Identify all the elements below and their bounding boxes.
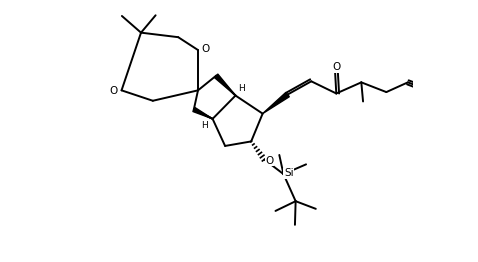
Text: H: H [202, 121, 208, 130]
Text: O: O [202, 44, 210, 54]
Text: Si: Si [284, 168, 293, 178]
Text: H: H [239, 84, 245, 93]
Text: O: O [265, 156, 273, 166]
Polygon shape [262, 92, 289, 114]
Polygon shape [214, 74, 236, 96]
Polygon shape [193, 107, 213, 119]
Text: O: O [332, 62, 340, 72]
Text: O: O [110, 86, 118, 96]
